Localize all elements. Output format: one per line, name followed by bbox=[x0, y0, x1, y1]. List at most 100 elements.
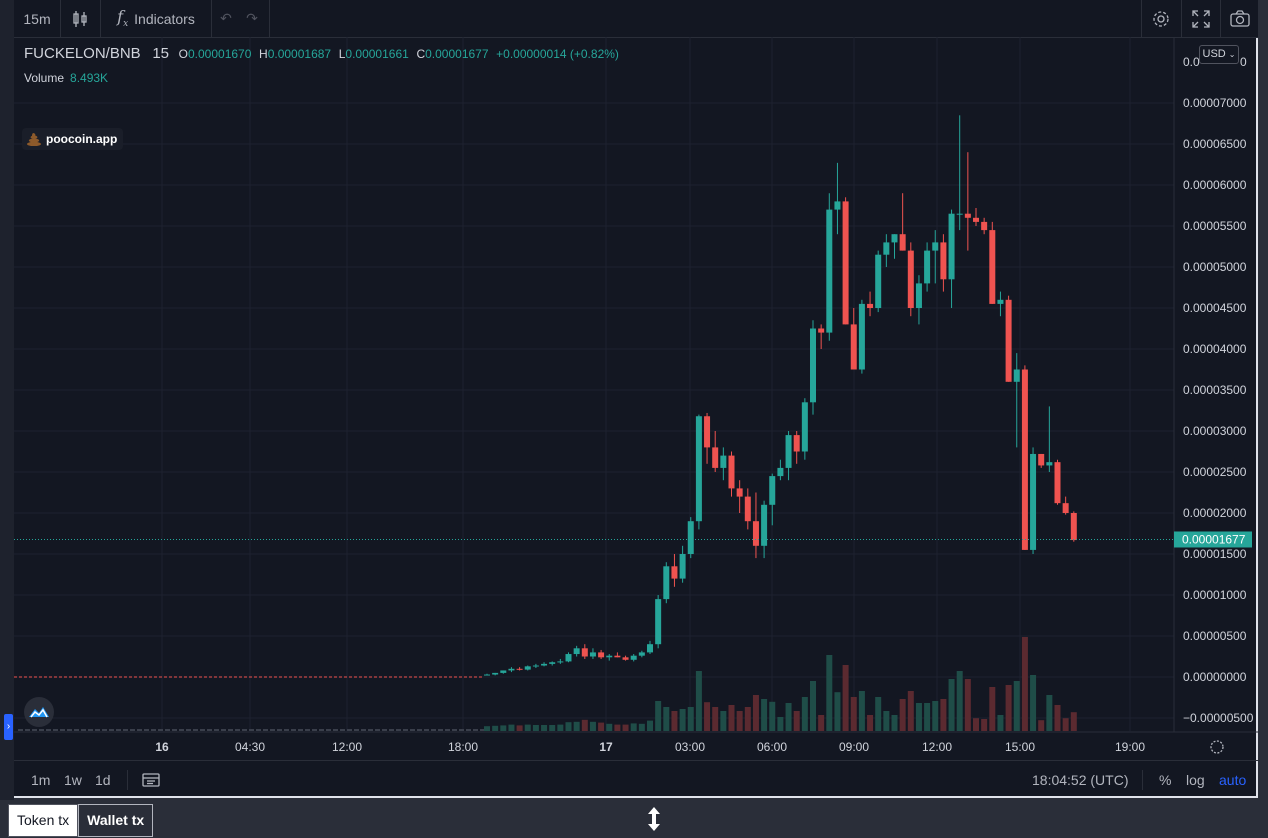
volume-bar bbox=[1046, 695, 1053, 731]
volume-bar bbox=[445, 729, 450, 731]
chart-pane[interactable]: 0.00007000 0.00006500 0.00006000 0.00005500… bbox=[14, 37, 1258, 760]
indicators-button[interactable]: fx Indicators bbox=[101, 0, 211, 37]
volume-bar bbox=[769, 701, 776, 731]
volume-bar bbox=[452, 729, 457, 731]
tab-wallet-tx[interactable]: Wallet tx bbox=[78, 804, 154, 837]
settings-button[interactable] bbox=[1148, 0, 1174, 37]
candle-body bbox=[589, 652, 596, 657]
volume-bar bbox=[875, 697, 882, 731]
volume-bar bbox=[256, 729, 261, 731]
chevron-down-icon: ⌄ bbox=[1228, 50, 1236, 59]
volume-bar bbox=[396, 729, 401, 731]
range-1m-button[interactable]: 1m bbox=[31, 761, 50, 799]
volume-bar bbox=[368, 729, 373, 731]
poocoin-watermark: poocoin.app bbox=[22, 128, 124, 150]
volume-bar bbox=[818, 715, 825, 731]
price-tick-label: 0.00003500 bbox=[1183, 383, 1247, 397]
redo-button[interactable]: ↷ bbox=[240, 0, 264, 37]
interval-button[interactable]: 15m bbox=[14, 0, 60, 37]
price-tick-label: 0.00006000 bbox=[1183, 178, 1247, 192]
volume-label: Volume bbox=[24, 71, 65, 85]
volume-bar bbox=[565, 722, 572, 731]
volume-bar bbox=[834, 692, 841, 731]
volume-bar bbox=[326, 729, 331, 731]
resize-handle-icon[interactable] bbox=[646, 806, 662, 832]
volume-bar bbox=[508, 724, 515, 731]
volume-bar bbox=[728, 705, 735, 731]
currency-select[interactable]: USD ⌄ bbox=[1199, 45, 1239, 64]
volume-bar bbox=[116, 729, 121, 731]
fullscreen-button[interactable] bbox=[1188, 0, 1214, 37]
open-value: 0.00001670 bbox=[187, 47, 252, 61]
camera-icon bbox=[1230, 9, 1250, 27]
volume-bar bbox=[284, 729, 289, 731]
volume-bar bbox=[438, 729, 443, 731]
candle-body bbox=[997, 299, 1004, 304]
current-price-badge bbox=[1174, 531, 1252, 548]
volume-bar bbox=[557, 724, 564, 731]
volume-bar bbox=[761, 699, 768, 731]
volume-bar bbox=[1062, 718, 1069, 731]
candle-body bbox=[524, 666, 531, 670]
price-tick-label: 0.0 bbox=[1183, 55, 1200, 69]
tab-token-tx[interactable]: Token tx bbox=[8, 804, 79, 837]
volume-bar bbox=[193, 729, 198, 731]
log-scale-toggle[interactable]: log bbox=[1186, 761, 1205, 799]
volume-bar bbox=[867, 715, 874, 731]
log-label: log bbox=[1186, 772, 1205, 788]
undo-button[interactable]: ↶ bbox=[214, 0, 238, 37]
close-value: 0.00001677 bbox=[425, 47, 489, 61]
expand-sidebar-handle[interactable]: › bbox=[4, 714, 13, 740]
candle-body bbox=[826, 209, 833, 333]
auto-label: auto bbox=[1219, 772, 1247, 788]
fullscreen-icon bbox=[1192, 9, 1210, 28]
volume-bar bbox=[74, 729, 79, 731]
auto-scale-toggle[interactable]: auto bbox=[1219, 761, 1246, 799]
volume-bar bbox=[60, 729, 65, 731]
price-tick-label: 0 bbox=[1240, 55, 1247, 69]
volume-bar bbox=[340, 729, 345, 731]
chart-type-button[interactable] bbox=[61, 0, 99, 37]
price-chart[interactable]: 0.00007000 0.00006500 0.00006000 0.00005500… bbox=[14, 37, 1258, 760]
go-to-date-button[interactable] bbox=[142, 761, 160, 799]
candle-body bbox=[516, 668, 523, 670]
function-icon: fx bbox=[117, 7, 129, 30]
range-1w-button[interactable]: 1w bbox=[64, 761, 82, 799]
candle-body bbox=[704, 416, 711, 448]
price-tick-label: 0.00005000 bbox=[1183, 260, 1247, 274]
volume-bar bbox=[319, 729, 324, 731]
candle-body bbox=[752, 521, 759, 546]
range-1d-button[interactable]: 1d bbox=[95, 761, 111, 799]
volume-bar bbox=[671, 711, 678, 731]
time-tick-label: 15:00 bbox=[1005, 740, 1035, 754]
volume-legend: Volume 8.493K bbox=[24, 71, 108, 85]
poo-icon bbox=[27, 133, 41, 146]
volume-bar bbox=[179, 729, 184, 731]
tradingview-logo-button[interactable] bbox=[24, 697, 54, 727]
screenshot-button[interactable] bbox=[1226, 0, 1254, 37]
volume-bar bbox=[850, 697, 857, 731]
percent-scale-toggle[interactable]: % bbox=[1159, 761, 1171, 799]
price-tick-label: 0.00003000 bbox=[1183, 424, 1247, 438]
candle-body bbox=[573, 648, 580, 655]
volume-bar bbox=[793, 711, 800, 731]
bottom-toolbar: 1m 1w 1d 18:04:52 (UTC) % log auto bbox=[14, 760, 1258, 799]
utc-clock[interactable]: 18:04:52 (UTC) bbox=[1032, 761, 1128, 799]
volume-bar bbox=[417, 729, 422, 731]
time-tick-label: 18:00 bbox=[448, 740, 478, 754]
volume-bar bbox=[973, 718, 979, 731]
volume-bar bbox=[801, 697, 808, 731]
volume-bar bbox=[200, 729, 205, 731]
symbol-name[interactable]: FUCKELON/BNB bbox=[24, 45, 141, 62]
price-tick-label: 0.00002000 bbox=[1183, 506, 1247, 520]
time-tick-label: 19:00 bbox=[1115, 740, 1145, 754]
volume-bar bbox=[655, 701, 662, 731]
bottom-divider bbox=[127, 770, 128, 790]
volume-bar bbox=[989, 687, 996, 731]
candle-body bbox=[541, 663, 548, 666]
tradingview-logo-icon bbox=[29, 707, 49, 718]
high-label: H bbox=[259, 47, 268, 61]
volume-bar bbox=[752, 695, 759, 731]
candle-body bbox=[712, 447, 719, 468]
volume-bar bbox=[172, 729, 177, 731]
